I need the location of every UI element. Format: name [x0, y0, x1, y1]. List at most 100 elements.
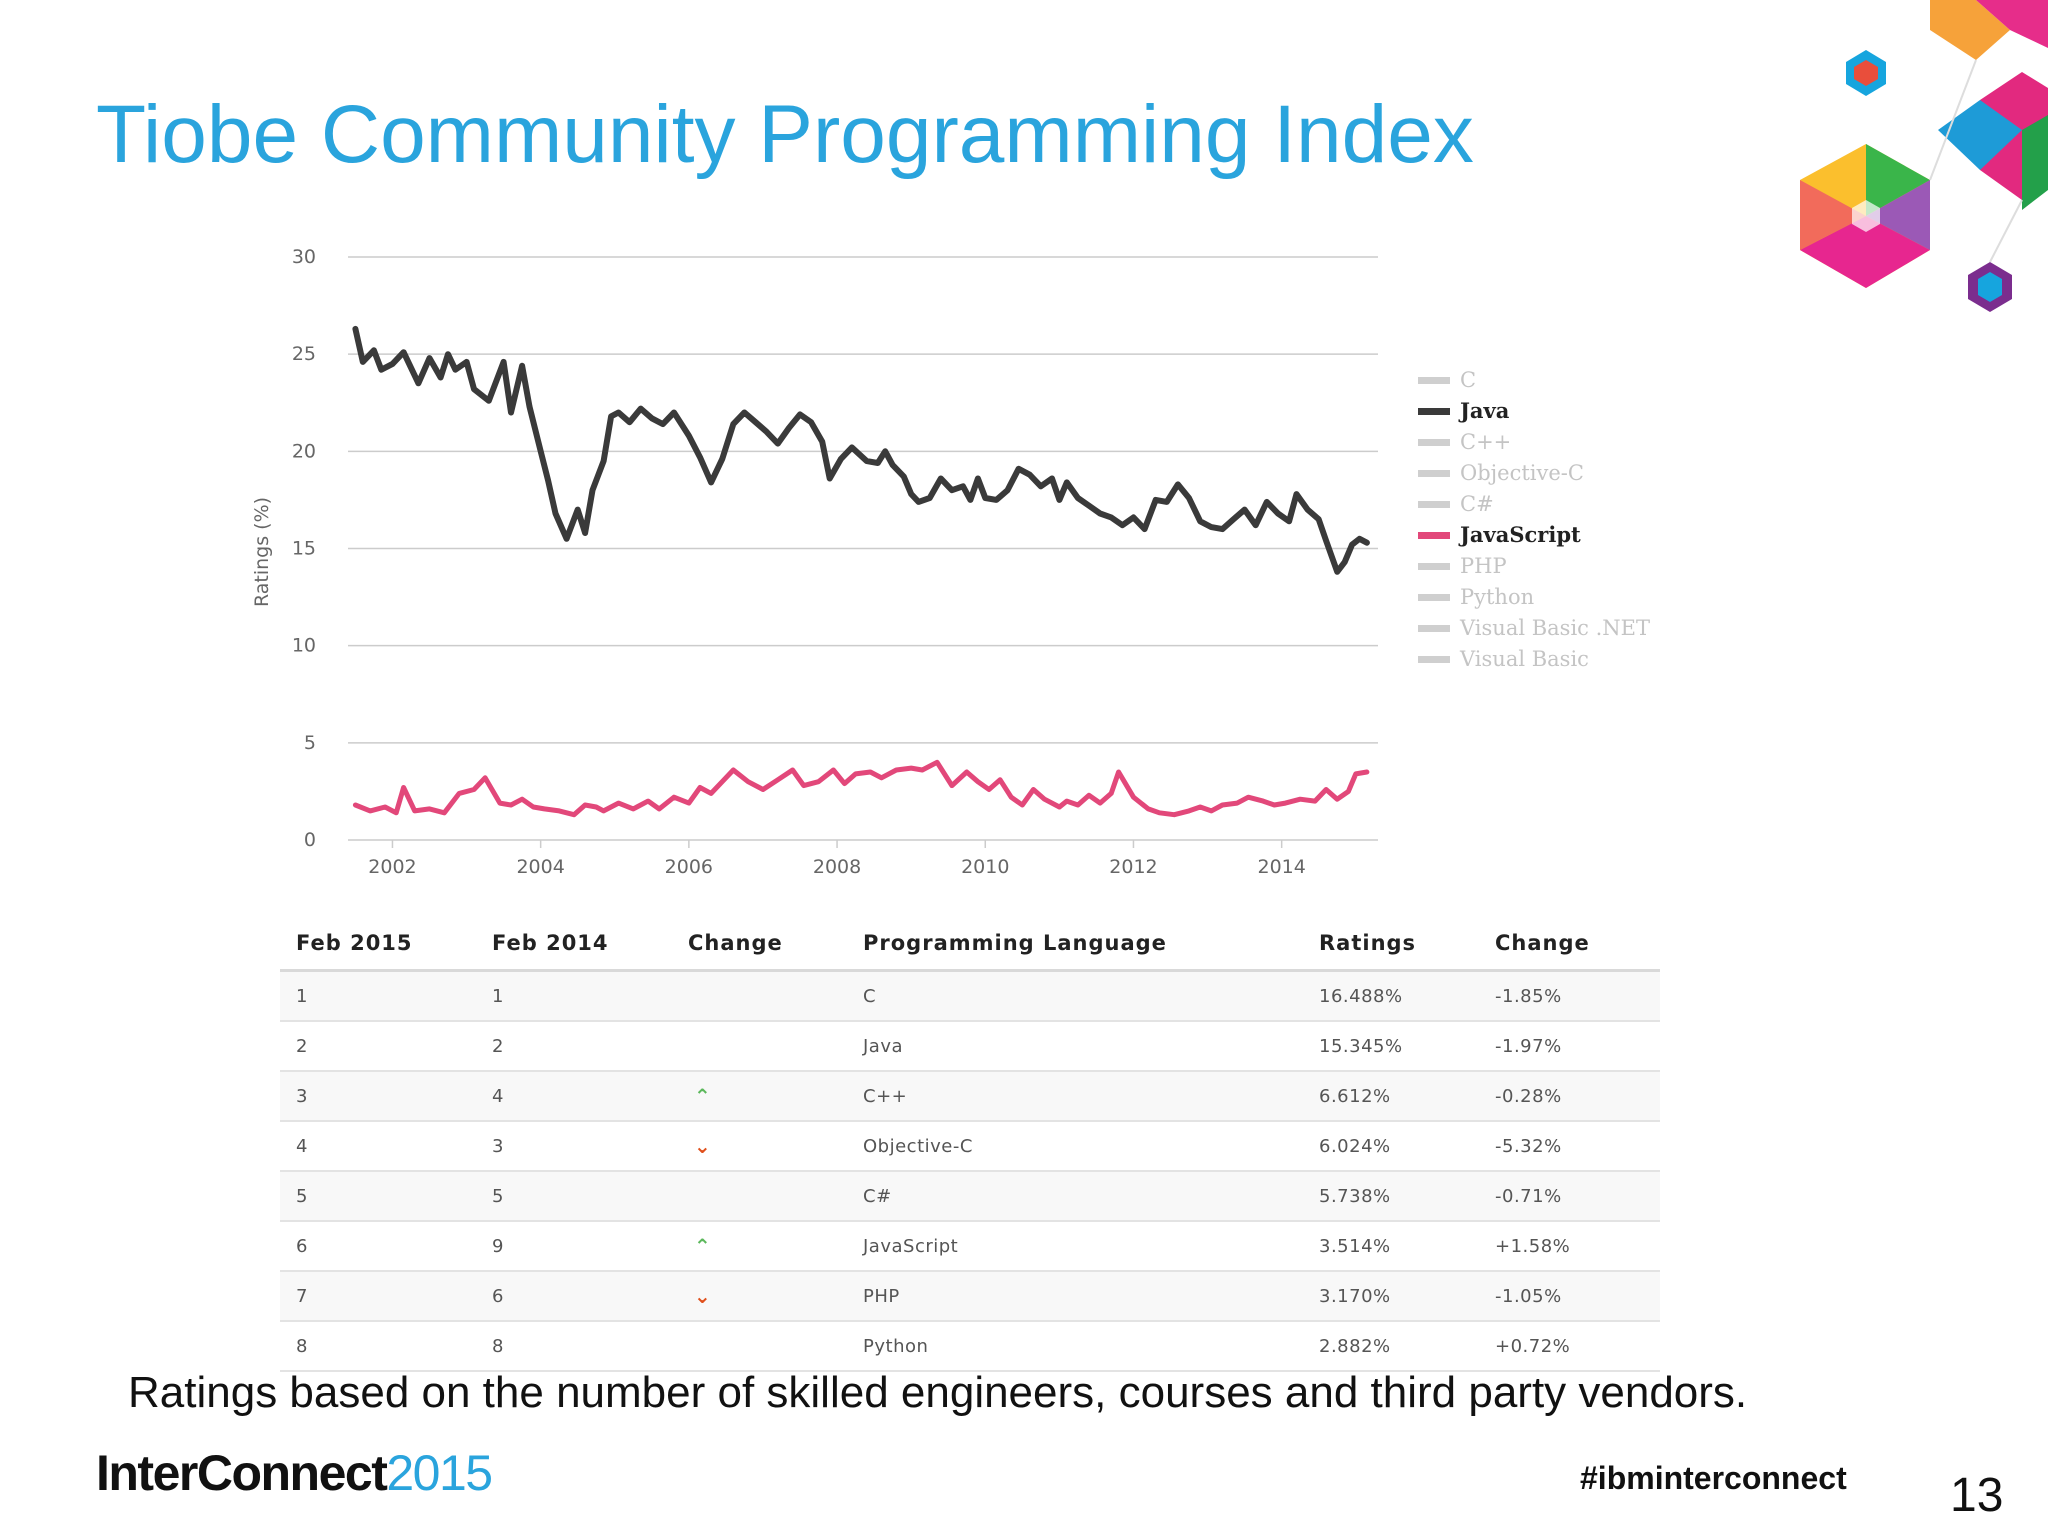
language-name-cell: PHP	[847, 1271, 1303, 1322]
rank-2014-cell: 6	[476, 1271, 672, 1322]
y-tick-label: 10	[292, 635, 316, 657]
trend-cell	[672, 1021, 847, 1072]
language-name-cell: C++	[847, 1071, 1303, 1122]
col-feb-2014: Feb 2014	[476, 917, 672, 972]
page-number: 13	[1950, 1469, 2004, 1522]
trend-cell	[672, 1171, 847, 1222]
trend-up-icon: ⌃	[694, 1234, 712, 1258]
language-name-cell: JavaScript	[847, 1221, 1303, 1272]
legend-item[interactable]: C	[1460, 368, 1476, 392]
legend-swatch	[1418, 532, 1450, 539]
legend-item[interactable]: Objective-C	[1460, 461, 1584, 485]
x-tick-label: 2012	[1109, 856, 1157, 878]
legend-swatch	[1418, 563, 1450, 570]
logo-year: 2015	[386, 1445, 493, 1501]
x-tick-label: 2006	[665, 856, 713, 878]
y-tick-label: 25	[292, 343, 316, 365]
y-axis-label: Ratings (%)	[251, 497, 273, 607]
grid-lines	[348, 256, 1378, 841]
legend-item[interactable]: Python	[1460, 585, 1534, 609]
rating-value-cell: 6.024%	[1303, 1121, 1479, 1172]
x-tick-label: 2010	[961, 856, 1009, 878]
rating-change-cell: -1.85%	[1479, 970, 1660, 1022]
rank-2015-cell: 7	[280, 1271, 476, 1322]
legend-item[interactable]: JavaScript	[1458, 522, 1581, 547]
rating-value-cell: 6.612%	[1303, 1071, 1479, 1122]
col-change-rank: Change	[672, 917, 847, 972]
legend-swatch	[1418, 625, 1450, 632]
col-language: Programming Language	[847, 917, 1303, 972]
legend-swatch	[1418, 377, 1450, 384]
trend-up-icon: ⌃	[694, 1084, 712, 1108]
rating-value-cell: 3.170%	[1303, 1271, 1479, 1322]
rank-2014-cell: 8	[476, 1321, 672, 1372]
rank-2015-cell: 3	[280, 1071, 476, 1122]
table-row: 4 3 ⌄ Objective-C 6.024% -5.32%	[280, 1121, 1660, 1172]
rank-2014-cell: 2	[476, 1021, 672, 1072]
rating-value-cell: 5.738%	[1303, 1171, 1479, 1222]
table-row: 7 6 ⌄ PHP 3.170% -1.05%	[280, 1271, 1660, 1322]
rating-change-cell: -0.28%	[1479, 1071, 1660, 1122]
series-line-java	[352, 325, 1370, 575]
rating-value-cell: 16.488%	[1303, 970, 1479, 1022]
rank-2015-cell: 2	[280, 1021, 476, 1072]
rating-value-cell: 2.882%	[1303, 1321, 1479, 1372]
x-tick-label: 2004	[516, 856, 564, 878]
y-tick-label: 30	[292, 246, 316, 268]
legend-swatch	[1418, 439, 1450, 446]
interconnect-logo: InterConnect2015	[96, 1444, 493, 1502]
rating-change-cell: -1.05%	[1479, 1271, 1660, 1322]
trend-cell	[672, 970, 847, 1022]
series-line-javascript	[352, 759, 1370, 818]
table-header-row: Feb 2015 Feb 2014 Change Programming Lan…	[280, 917, 1660, 972]
y-axis-ticks: 0 5 10 15 20 25 30	[292, 246, 316, 851]
logo-main: InterConnect	[96, 1445, 388, 1501]
rating-change-cell: -1.97%	[1479, 1021, 1660, 1072]
trend-cell	[672, 1321, 847, 1372]
legend-item[interactable]: PHP	[1460, 554, 1507, 578]
rank-2014-cell: 3	[476, 1121, 672, 1172]
rating-change-cell: -0.71%	[1479, 1171, 1660, 1222]
x-tick-label: 2014	[1257, 856, 1305, 878]
rank-2014-cell: 9	[476, 1221, 672, 1272]
trend-cell: ⌃	[672, 1071, 847, 1122]
legend-swatch	[1418, 501, 1450, 508]
slide-caption: Ratings based on the number of skilled e…	[128, 1368, 1748, 1417]
legend-swatch	[1418, 656, 1450, 663]
legend-item[interactable]: Visual Basic	[1459, 647, 1589, 671]
trend-cell: ⌄	[672, 1271, 847, 1322]
rating-change-cell: -5.32%	[1479, 1121, 1660, 1172]
trend-cell: ⌄	[672, 1121, 847, 1172]
rank-2015-cell: 4	[280, 1121, 476, 1172]
table-row: 8 8 Python 2.882% +0.72%	[280, 1321, 1660, 1372]
legend-swatch	[1418, 594, 1450, 601]
line-chart: 0 5 10 15 20 25 30 2002 2004 2006 2008 2010 2012 201…	[251, 246, 1650, 878]
legend-item[interactable]: Java	[1458, 398, 1510, 423]
legend-item[interactable]: C++	[1460, 430, 1511, 454]
col-ratings: Ratings	[1303, 917, 1479, 972]
chart-legend: C Java C++ Objective-C C# JavaScript PHP Python…	[1418, 368, 1650, 671]
trend-down-icon: ⌄	[694, 1134, 712, 1158]
x-tick-label: 2002	[368, 856, 416, 878]
col-feb-2015: Feb 2015	[280, 917, 476, 972]
ranking-table: Feb 2015 Feb 2014 Change Programming Lan…	[280, 917, 1660, 1372]
legend-item[interactable]: C#	[1460, 492, 1494, 516]
rating-change-cell: +1.58%	[1479, 1221, 1660, 1272]
rank-2015-cell: 8	[280, 1321, 476, 1372]
table-row: 1 1 C 16.488% -1.85%	[280, 970, 1660, 1022]
rank-2014-cell: 1	[476, 970, 672, 1022]
x-tick-label: 2008	[813, 856, 861, 878]
legend-item[interactable]: Visual Basic .NET	[1459, 616, 1650, 640]
rating-value-cell: 15.345%	[1303, 1021, 1479, 1072]
language-name-cell: C	[847, 970, 1303, 1022]
legend-swatch	[1418, 470, 1450, 477]
col-change-rating: Change	[1479, 917, 1660, 972]
language-name-cell: C#	[847, 1171, 1303, 1222]
language-name-cell: Objective-C	[847, 1121, 1303, 1172]
table-row: 5 5 C# 5.738% -0.71%	[280, 1171, 1660, 1222]
rating-change-cell: +0.72%	[1479, 1321, 1660, 1372]
table-row: 2 2 Java 15.345% -1.97%	[280, 1021, 1660, 1072]
legend-swatch	[1418, 408, 1450, 415]
x-axis-ticks: 2002 2004 2006 2008 2010 2012 2014	[368, 840, 1306, 878]
trend-down-icon: ⌄	[694, 1284, 712, 1308]
